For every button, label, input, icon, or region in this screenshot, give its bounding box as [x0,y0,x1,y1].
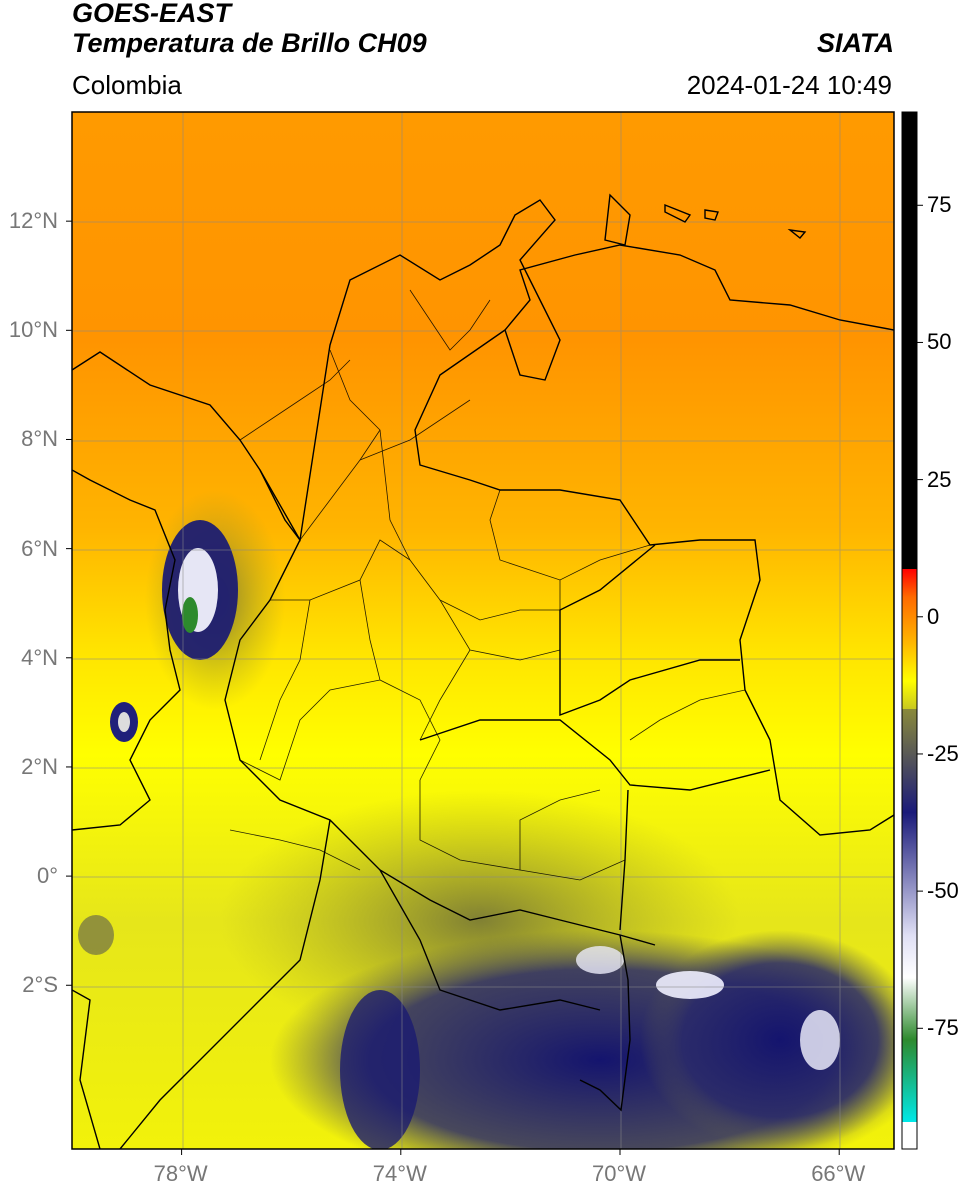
colorbar-cold-segment [902,709,917,1122]
colorbar [901,111,923,1150]
lon-tick-label: 78°W [153,1161,208,1186]
colorbar-tick-label: 0 [927,603,940,629]
cold-cloud-cell [340,990,420,1149]
gridlines [72,112,894,1149]
colorbar-tick-label: 50 [927,329,952,355]
lat-tick-label: 2°N [21,753,58,779]
cold-core-small [118,712,130,732]
dim-patch [78,915,114,955]
colorbar-warm-segment [902,569,917,709]
lat-tick-label: 8°N [21,426,58,452]
region-label: Colombia [72,70,182,100]
map-frame [71,111,895,1150]
brand-label: SIATA [817,28,894,58]
lat-tick-label: 12°N [8,208,58,234]
map-area [72,112,894,1149]
country-borders [72,193,894,1149]
cold-core-east [656,971,724,999]
coldest-core-green [182,597,198,633]
lat-tick-label: 4°N [21,644,58,670]
cold-core-central [576,946,624,974]
product-title: Temperatura de Brillo CH09 [72,28,427,58]
lon-tick-label: 74°W [372,1161,427,1186]
colorbar-black-segment [902,112,917,569]
colorbar-tick-label: 25 [927,466,952,492]
cold-core-southeast [800,1010,840,1070]
lat-tick-label: 0° [36,863,58,889]
lat-tick-label: 2°S [22,972,58,998]
colorbar-frame [901,111,918,1150]
colorbar-white-segment [902,1122,917,1149]
colorbar-tick-label: 75 [927,192,952,218]
lat-tick-label: 10°N [8,317,58,343]
lon-tick-label: 70°W [592,1161,647,1186]
satellite-title: GOES-EAST [72,0,232,28]
colorbar-tick-label: -75 [927,1015,959,1041]
datetime-label: 2024-01-24 10:49 [686,70,892,100]
colorbar-tick-label: -50 [927,878,959,904]
lat-tick-label: 6°N [21,535,58,561]
department-borders [229,289,746,881]
cold-cloud-region-southeast [640,930,894,1149]
lon-tick-label: 66°W [811,1161,866,1186]
colorbar-tick-label: -25 [927,740,959,766]
